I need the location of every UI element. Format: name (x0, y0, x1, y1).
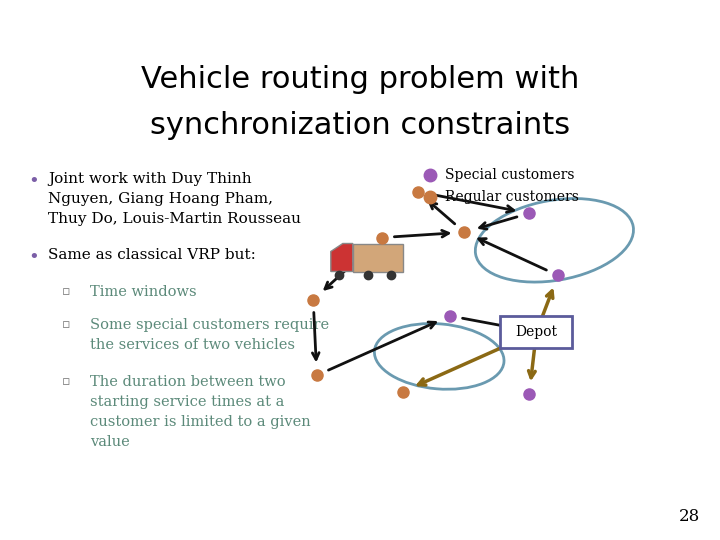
Text: Joint work with Duy Thinh: Joint work with Duy Thinh (48, 172, 251, 186)
Text: Thuy Do, Louis-Martin Rousseau: Thuy Do, Louis-Martin Rousseau (48, 212, 301, 226)
Text: the services of two vehicles: the services of two vehicles (90, 338, 295, 352)
Text: Special customers: Special customers (445, 168, 575, 182)
Text: Regular customers: Regular customers (445, 190, 579, 204)
Text: Same as classical VRP but:: Same as classical VRP but: (48, 248, 256, 262)
Text: Nguyen, Giang Hoang Pham,: Nguyen, Giang Hoang Pham, (48, 192, 273, 206)
Text: customer is limited to a given: customer is limited to a given (90, 415, 311, 429)
Text: ▫: ▫ (62, 285, 71, 298)
Text: Some special customers require: Some special customers require (90, 318, 329, 332)
FancyBboxPatch shape (500, 316, 572, 348)
Polygon shape (330, 244, 353, 272)
Text: Vehicle routing problem with: Vehicle routing problem with (141, 65, 579, 94)
Text: ▫: ▫ (62, 375, 71, 388)
Text: ▫: ▫ (62, 318, 71, 331)
Text: 28: 28 (679, 508, 700, 525)
Bar (353, 244, 402, 272)
Text: value: value (90, 435, 130, 449)
Text: •: • (28, 248, 39, 266)
Text: starting service times at a: starting service times at a (90, 395, 284, 409)
Text: The duration between two: The duration between two (90, 375, 286, 389)
Text: synchronization constraints: synchronization constraints (150, 111, 570, 139)
Text: Depot: Depot (516, 325, 557, 339)
Text: •: • (28, 172, 39, 190)
Text: Time windows: Time windows (90, 285, 197, 299)
